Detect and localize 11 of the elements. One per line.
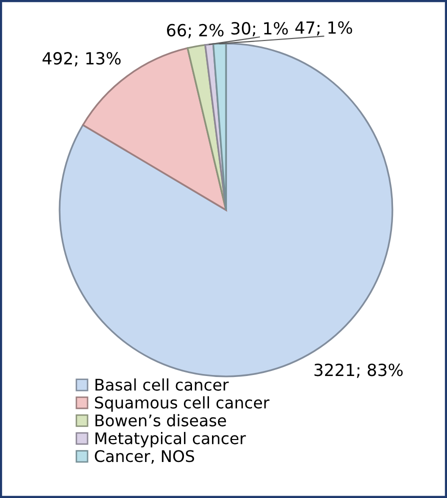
data-label: 47; 1% [295, 21, 352, 36]
legend-label: Basal cell cancer [96, 378, 229, 391]
data-label: 492; 13% [42, 52, 121, 66]
legend-label: Metatypical cancer [96, 432, 246, 448]
data-label: 66; 2% [167, 24, 224, 38]
legend-label: Cancer, NOS [94, 450, 194, 464]
data-label: 3221; 83% [314, 364, 403, 378]
legend-label: Squamous cell cancer [95, 396, 270, 412]
pie-slice [82, 47, 227, 211]
legend-label: Bowen’s disease [96, 414, 226, 426]
data-label: 30; 1% [231, 22, 288, 36]
